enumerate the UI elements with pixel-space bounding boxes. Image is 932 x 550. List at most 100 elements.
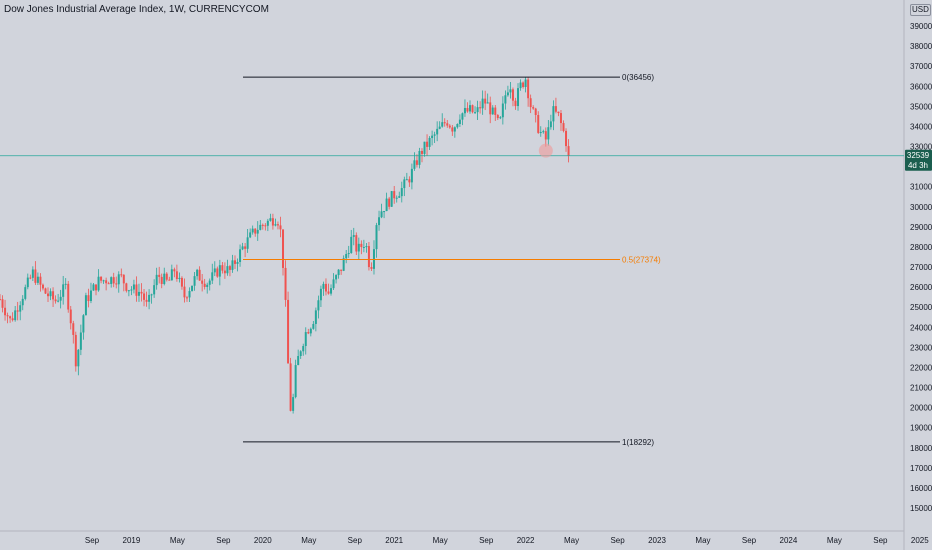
current-price-badge: 32539 4d 3h bbox=[905, 149, 932, 171]
price-tick-label: 36000 bbox=[910, 82, 932, 91]
price-tick-label: 22000 bbox=[910, 363, 932, 372]
candle-body bbox=[496, 114, 499, 119]
candle-body bbox=[284, 267, 287, 300]
candle-body bbox=[395, 197, 398, 199]
candle-body bbox=[433, 134, 436, 136]
candle-body bbox=[198, 269, 201, 281]
price-tick-label: 23000 bbox=[910, 343, 932, 352]
candle-body bbox=[254, 228, 257, 234]
candle-body bbox=[335, 275, 338, 280]
candle-body bbox=[471, 105, 474, 113]
price-tick-label: 38000 bbox=[910, 42, 932, 51]
swing-low-marker bbox=[538, 143, 553, 158]
candle-body bbox=[170, 269, 173, 281]
candle-body bbox=[213, 268, 216, 273]
candle-body bbox=[79, 332, 82, 350]
fibonacci-retracement[interactable]: 0(36456) 0.5(27374) 1(18292) bbox=[243, 73, 661, 447]
candle-body bbox=[314, 310, 317, 324]
candle-body bbox=[479, 107, 482, 109]
candle-body bbox=[463, 107, 466, 114]
price-tick-label: 20000 bbox=[910, 404, 932, 413]
candle-body bbox=[246, 237, 249, 249]
candle-body bbox=[360, 243, 363, 248]
candle-body bbox=[92, 284, 95, 291]
candle-body bbox=[137, 291, 140, 296]
price-tick-label: 27000 bbox=[910, 263, 932, 272]
candle-body bbox=[486, 102, 489, 104]
candle-body bbox=[105, 280, 108, 284]
candle-body bbox=[511, 89, 514, 101]
candle-body bbox=[547, 127, 550, 140]
price-tick-label: 30000 bbox=[910, 203, 932, 212]
candle-body bbox=[567, 146, 570, 156]
candle-body bbox=[345, 254, 348, 259]
candle-body bbox=[14, 310, 17, 321]
candle-body bbox=[370, 267, 373, 269]
price-tick-label: 26000 bbox=[910, 283, 932, 292]
candle-body bbox=[266, 220, 269, 226]
candle-body bbox=[74, 334, 77, 367]
candle-body bbox=[451, 127, 454, 132]
price-tick-label: 15000 bbox=[910, 504, 932, 513]
time-tick-label: 2020 bbox=[254, 536, 272, 545]
candle-body bbox=[304, 332, 307, 347]
candle-body bbox=[140, 291, 143, 294]
candle-body bbox=[236, 262, 239, 264]
price-tick-label: 24000 bbox=[910, 323, 932, 332]
price-axis[interactable]: 15000 16000 17000 18000 19000 20000 21000 22000… bbox=[910, 22, 932, 513]
candle-body bbox=[317, 300, 320, 311]
price-tick-label: 19000 bbox=[910, 424, 932, 433]
candle-body bbox=[196, 269, 199, 277]
candle-body bbox=[514, 100, 517, 107]
candle-body bbox=[221, 265, 224, 271]
candle-body bbox=[302, 346, 305, 352]
candle-body bbox=[110, 277, 113, 284]
time-axis[interactable]: Sep 2019 May Sep 2020 May Sep 2021 May Sep 2022 May… bbox=[85, 536, 932, 545]
candle-body bbox=[163, 273, 166, 284]
candle-body bbox=[438, 126, 441, 129]
candle-body bbox=[264, 225, 267, 227]
candle-body bbox=[506, 92, 509, 96]
candle-body bbox=[400, 188, 403, 197]
candle-body bbox=[559, 113, 562, 124]
candle-body bbox=[84, 295, 87, 316]
candle-body bbox=[446, 123, 449, 126]
candle-body bbox=[100, 276, 103, 281]
candle-body bbox=[554, 106, 557, 112]
candle-body bbox=[21, 298, 24, 306]
candle-body bbox=[239, 249, 242, 263]
currency-badge[interactable]: USD bbox=[910, 4, 931, 16]
candle-body bbox=[115, 283, 118, 285]
candle-body bbox=[218, 265, 221, 277]
candle-body bbox=[259, 224, 262, 230]
candle-body bbox=[287, 299, 290, 364]
candle-body bbox=[327, 291, 330, 294]
candle-body bbox=[6, 315, 9, 317]
candlestick-series bbox=[0, 77, 570, 414]
fib-level-label: 0(36456) bbox=[622, 73, 654, 82]
candle-body bbox=[524, 79, 527, 87]
candle-body bbox=[279, 225, 282, 230]
candle-body bbox=[9, 316, 12, 319]
candle-body bbox=[208, 280, 211, 285]
time-tick-label: 2021 bbox=[385, 536, 403, 545]
candle-body bbox=[474, 112, 477, 114]
candle-body bbox=[322, 283, 325, 289]
candle-body bbox=[383, 211, 386, 213]
candle-body bbox=[415, 160, 418, 165]
candle-body bbox=[552, 106, 555, 122]
candle-body bbox=[509, 89, 512, 93]
candle-body bbox=[62, 284, 65, 297]
candle-body bbox=[49, 291, 52, 297]
candle-body bbox=[426, 141, 429, 147]
candle-body bbox=[499, 117, 502, 119]
candle-body bbox=[34, 269, 37, 283]
candle-body bbox=[453, 127, 456, 132]
candle-body bbox=[4, 307, 7, 316]
time-tick-label: May bbox=[564, 536, 579, 545]
candle-body bbox=[36, 276, 39, 283]
candle-body bbox=[145, 299, 148, 302]
candle-body bbox=[44, 288, 47, 294]
time-tick-label: May bbox=[433, 536, 448, 545]
